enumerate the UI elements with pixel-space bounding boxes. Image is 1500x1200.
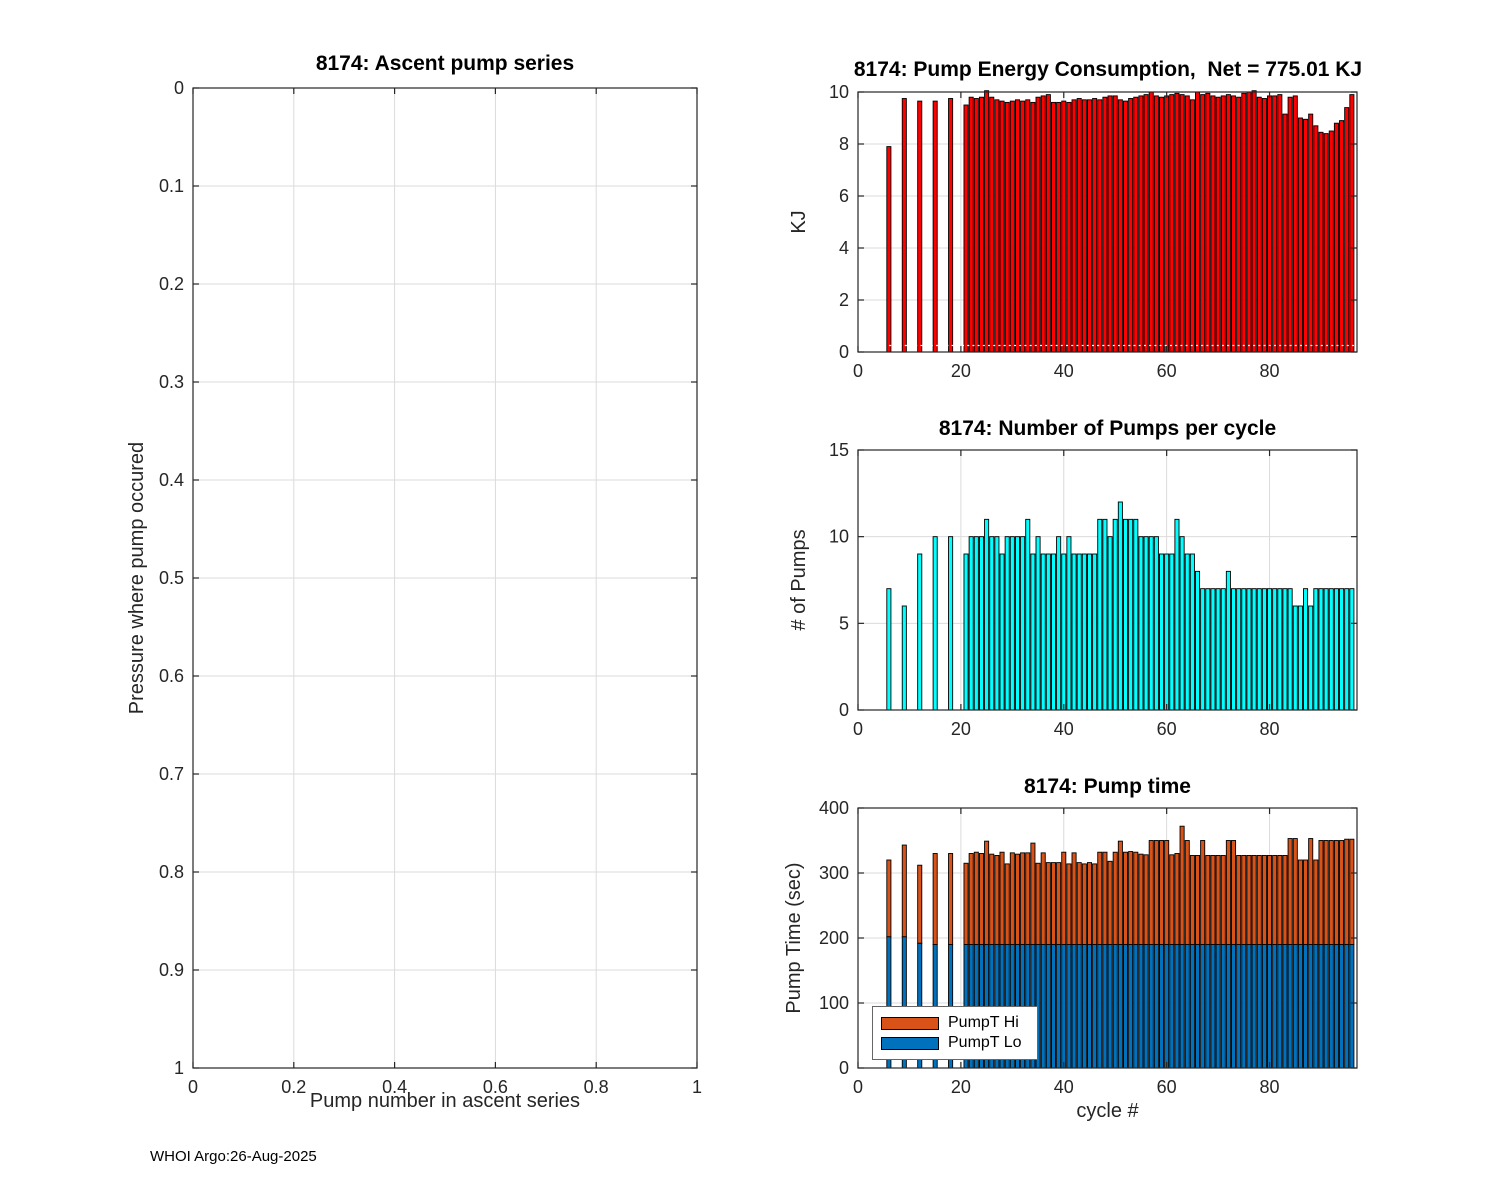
svg-text:0.6: 0.6	[159, 666, 184, 686]
pumps-ticks	[857, 449, 1357, 711]
svg-text:60: 60	[1157, 361, 1177, 381]
pump-time-x-axis-label: cycle #	[1076, 1100, 1139, 1122]
svg-text:80: 80	[1260, 361, 1280, 381]
ascent-ticks	[192, 87, 698, 1069]
energy-ticks	[857, 91, 1357, 353]
pump-time-legend: PumpT Hi PumpT Lo	[872, 1006, 1038, 1060]
svg-text:0.9: 0.9	[159, 960, 184, 980]
legend-row-pumpt-hi: PumpT Hi	[881, 1013, 1029, 1033]
svg-text:0.1: 0.1	[159, 176, 184, 196]
svg-text:0.4: 0.4	[382, 1077, 407, 1097]
svg-text:100: 100	[819, 993, 849, 1013]
pumpt-lo-swatch	[881, 1036, 939, 1050]
svg-text:60: 60	[1157, 1077, 1177, 1097]
ascent-gridlines	[192, 87, 698, 1069]
svg-text:0.6: 0.6	[483, 1077, 508, 1097]
svg-text:0.2: 0.2	[281, 1077, 306, 1097]
svg-text:0: 0	[839, 342, 849, 362]
footer-stamp: WHOI Argo:26-Aug-2025	[150, 1148, 317, 1165]
ascent-y-axis-label: Pressure where pump occured	[126, 441, 148, 715]
svg-text:300: 300	[819, 863, 849, 883]
svg-text:0: 0	[839, 1058, 849, 1078]
ascent-x-axis-label: Pump number in ascent series	[309, 1090, 581, 1112]
svg-text:0.2: 0.2	[159, 274, 184, 294]
svg-text:0.7: 0.7	[159, 764, 184, 784]
pump-time-chart-title: 8174: Pump time	[1024, 775, 1191, 798]
energy-chart-title: 8174: Pump Energy Consumption, Net = 775…	[853, 58, 1363, 81]
svg-text:10: 10	[829, 527, 849, 547]
pumps-bars	[886, 501, 1355, 711]
svg-text:8: 8	[839, 134, 849, 154]
svg-text:80: 80	[1260, 719, 1280, 739]
pumps-tick-labels: 0 20 40 60 80 0 5 10 15	[829, 440, 1280, 739]
svg-text:20: 20	[951, 1077, 971, 1097]
svg-text:1: 1	[692, 1077, 702, 1097]
svg-text:2: 2	[839, 290, 849, 310]
svg-text:60: 60	[1157, 719, 1177, 739]
pumptime-tick-labels: 0 20 40 60 80 0 100 200 300 400	[819, 798, 1280, 1097]
svg-text:1: 1	[174, 1058, 184, 1078]
energy-axes-box	[857, 91, 1358, 353]
pumps-chart-title: 8174: Number of Pumps per cycle	[938, 417, 1277, 440]
svg-text:0.4: 0.4	[159, 470, 184, 490]
svg-text:80: 80	[1260, 1077, 1280, 1097]
svg-text:0.8: 0.8	[584, 1077, 609, 1097]
svg-text:40: 40	[1054, 719, 1074, 739]
svg-text:0: 0	[174, 78, 184, 98]
svg-text:10: 10	[829, 82, 849, 102]
svg-text:15: 15	[829, 440, 849, 460]
svg-text:0: 0	[188, 1077, 198, 1097]
svg-text:20: 20	[951, 361, 971, 381]
svg-text:5: 5	[839, 613, 849, 633]
pumps-y-axis-label: # of Pumps	[788, 529, 810, 631]
svg-text:20: 20	[951, 719, 971, 739]
svg-text:0: 0	[853, 1077, 863, 1097]
svg-text:0: 0	[839, 700, 849, 720]
svg-text:40: 40	[1054, 361, 1074, 381]
pumpt-lo-label: PumpT Lo	[948, 1034, 1022, 1051]
svg-text:400: 400	[819, 798, 849, 818]
svg-text:0.5: 0.5	[159, 568, 184, 588]
svg-text:6: 6	[839, 186, 849, 206]
svg-text:0: 0	[853, 719, 863, 739]
pumptime-ticks	[857, 807, 1357, 1069]
energy-y-axis-label: KJ	[788, 210, 810, 234]
ascent-chart-title: 8174: Ascent pump series	[315, 52, 575, 75]
pumpt-hi-label: PumpT Hi	[948, 1014, 1019, 1031]
svg-text:40: 40	[1054, 1077, 1074, 1097]
pump-time-y-axis-label: Pump Time (sec)	[783, 862, 805, 1014]
svg-text:0.3: 0.3	[159, 372, 184, 392]
pumps-axes-box	[857, 449, 1358, 711]
energy-tick-labels: 0 20 40 60 80 0 2 4 6 8 10	[829, 82, 1280, 381]
svg-text:0.8: 0.8	[159, 862, 184, 882]
pumpt-hi-swatch	[881, 1016, 939, 1030]
energy-bars	[886, 90, 1355, 353]
svg-text:4: 4	[839, 238, 849, 258]
svg-text:0: 0	[853, 361, 863, 381]
ascent-tick-labels: 0 0.2 0.4 0.6 0.8 100.10.20.30.40.50.60.70.80…	[159, 78, 702, 1097]
legend-row-pumpt-lo: PumpT Lo	[881, 1033, 1029, 1053]
svg-text:200: 200	[819, 928, 849, 948]
